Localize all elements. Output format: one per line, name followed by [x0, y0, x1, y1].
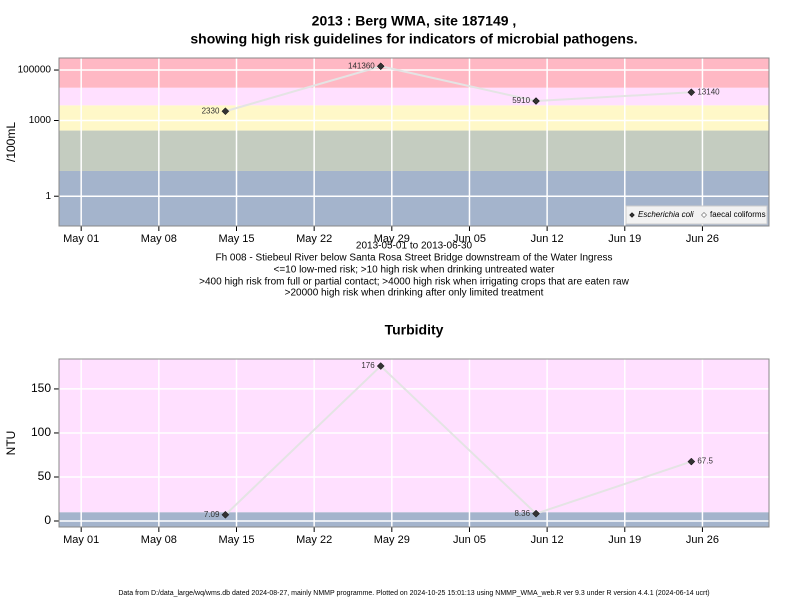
legend-box [625, 205, 768, 225]
data-label: 67.5 [697, 457, 713, 466]
y-axis-label: /100mL [4, 122, 18, 162]
x-tick-label: May 08 [141, 534, 177, 546]
legend-marker [701, 212, 707, 218]
y-tick-label: 150 [31, 381, 51, 395]
data-point [532, 509, 540, 518]
x-tick-label: May 15 [218, 534, 254, 546]
x-tick-label: May 01 [63, 233, 99, 245]
y-tick-label: 50 [38, 469, 52, 483]
risk-band [59, 359, 769, 513]
risk-band [59, 512, 769, 527]
x-tick-label: Jun 19 [608, 233, 641, 245]
x-axis-label: 2013-05-01 to 2013-06-30 [356, 241, 473, 252]
risk-band [59, 87, 769, 106]
risk-band [59, 130, 769, 171]
note: >400 high risk from full or partial cont… [199, 277, 629, 288]
footer: Data from D:/data_large/wq/wms.db dated … [118, 590, 709, 597]
data-point [687, 88, 696, 97]
chart-title: Turbidity [385, 322, 444, 338]
x-tick-label: May 29 [374, 233, 410, 245]
plot-frame [58, 358, 770, 528]
x-tick-label: Jun 12 [531, 534, 564, 546]
y-axis-label: NTU [4, 431, 18, 456]
y-tick-label: 100 [31, 425, 51, 439]
x-tick-label: May 22 [296, 534, 332, 546]
legend-marker [629, 212, 635, 218]
x-tick-label: May 15 [218, 233, 254, 245]
data-point [376, 362, 385, 370]
x-tick-label: Jun 26 [686, 534, 719, 546]
note: Fh 008 - Stiebeul River below Santa Rosa… [215, 253, 612, 264]
x-tick-label: Jun 05 [453, 534, 486, 546]
data-label: 8.36 [514, 509, 530, 518]
data-label: 176 [361, 361, 375, 370]
x-tick-label: May 22 [296, 233, 332, 245]
data-point [221, 510, 230, 519]
note: <=10 low-med risk; >10 high risk when dr… [274, 265, 556, 276]
data-label: 141360 [348, 61, 375, 70]
data-point [376, 62, 385, 71]
chart-title: 2013 : Berg WMA, site 187149 , [312, 13, 517, 29]
x-tick-label: May 01 [63, 534, 99, 546]
data-label: 2330 [202, 106, 220, 115]
y-tick-label: 0 [44, 513, 51, 527]
x-tick-label: May 08 [141, 233, 177, 245]
note: >20000 high risk when drinking after onl… [285, 288, 544, 299]
data-point [221, 107, 230, 116]
y-tick-label: 100000 [18, 65, 52, 76]
series-line [224, 364, 692, 516]
legend-label: faecal coliforms [710, 210, 766, 219]
data-point [532, 97, 540, 105]
risk-band [59, 105, 769, 131]
data-label: 7.09 [204, 510, 220, 519]
y-tick-label: 1000 [29, 115, 52, 126]
x-tick-label: May 29 [374, 534, 410, 546]
chart-subtitle: showing high risk guidelines for indicat… [190, 31, 637, 47]
y-tick-label: 1 [45, 191, 51, 202]
x-tick-label: Jun 12 [531, 233, 564, 245]
data-point [687, 457, 696, 466]
data-label: 5910 [512, 96, 530, 105]
x-tick-label: Jun 26 [686, 233, 719, 245]
series-line [225, 65, 692, 113]
x-tick-label: Jun 05 [453, 233, 486, 245]
x-tick-label: Jun 19 [608, 534, 641, 546]
legend-label: Escherichia coli [638, 210, 694, 219]
data-label: 13140 [697, 87, 720, 96]
plot-frame [58, 57, 770, 227]
